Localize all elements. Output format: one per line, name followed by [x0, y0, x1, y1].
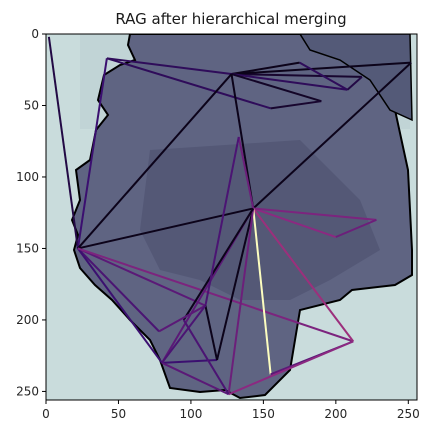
rag-edge	[231, 61, 412, 76]
x-tick-label: 50	[111, 407, 126, 421]
x-tick-label: 0	[42, 407, 50, 421]
y-tick-label: 0	[31, 27, 39, 41]
x-tick-label: 150	[252, 407, 275, 421]
y-axis-ticks: 0 50 100 150 200 250	[16, 27, 46, 398]
axes-frame	[45, 33, 418, 401]
rag-edge	[106, 57, 232, 76]
rag-edge	[252, 208, 272, 375]
y-tick-label: 50	[24, 98, 39, 112]
rag-edge	[231, 73, 348, 91]
rag-edge	[204, 136, 240, 306]
dark-region-top-right	[299, 34, 413, 122]
y-tick-label: 200	[16, 313, 39, 327]
rag-edge	[47, 36, 79, 249]
x-axis-ticks: 0 50 100 150 200 250	[42, 400, 420, 421]
rag-edge	[335, 218, 377, 238]
rag-edge	[77, 247, 206, 307]
rag-edge	[106, 57, 271, 110]
y-tick-label: 100	[16, 170, 39, 184]
rag-edge	[216, 208, 255, 361]
rag-edge	[182, 319, 230, 395]
rag-edge	[252, 207, 337, 238]
rag-edge	[182, 207, 255, 321]
rag-edge	[228, 340, 354, 396]
rag-edge	[299, 61, 348, 91]
rag-edge	[237, 136, 255, 209]
rag-edge	[252, 61, 412, 210]
y-tick-label: 150	[16, 241, 39, 255]
rag-edge	[231, 73, 362, 78]
rag-edge	[76, 58, 108, 249]
x-tick-label: 250	[397, 407, 420, 421]
rag-edge	[227, 208, 255, 395]
rag-edge	[253, 207, 377, 221]
rag-edge	[161, 361, 230, 396]
rag-edge	[77, 247, 163, 364]
rag-edge	[231, 73, 322, 103]
rag-edge	[161, 305, 207, 364]
chart-title: RAG after hierarchical merging	[115, 10, 346, 28]
rag-edge	[77, 247, 354, 343]
rag-edge	[252, 207, 355, 342]
rag-edge	[204, 305, 218, 361]
rag-edge	[77, 73, 233, 250]
rag-edges	[47, 36, 412, 396]
dark-region-texture	[140, 140, 380, 300]
x-tick-label: 100	[179, 407, 202, 421]
x-tick-label: 200	[324, 407, 347, 421]
plot-area	[46, 34, 417, 400]
rag-edge	[231, 61, 300, 76]
rag-edge	[346, 76, 363, 91]
rag-edge	[270, 100, 322, 110]
rag-edge	[158, 304, 206, 333]
rag-edge	[77, 247, 160, 333]
y-tick-label: 250	[16, 384, 39, 398]
